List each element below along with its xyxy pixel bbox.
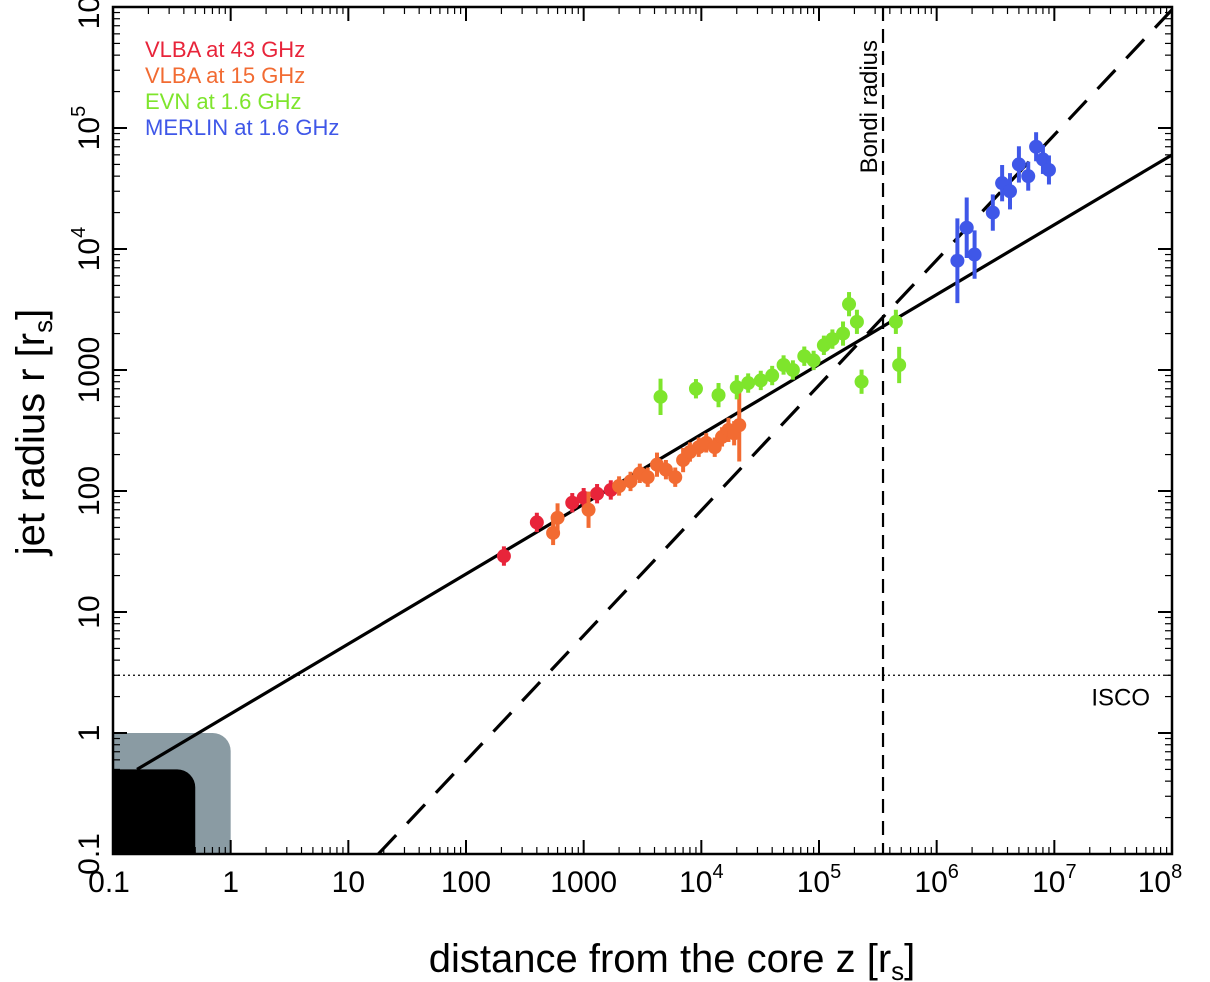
x-tick-label: 105 bbox=[797, 861, 842, 899]
x-tick-label: 108 bbox=[1138, 861, 1183, 899]
y-tick-label: 1 bbox=[73, 725, 106, 742]
x-tick-label: 1 bbox=[222, 866, 239, 899]
x-tick-label: 1000 bbox=[550, 866, 617, 899]
data-point bbox=[888, 314, 903, 329]
data-point bbox=[854, 374, 869, 389]
data-point bbox=[785, 363, 800, 377]
data-point bbox=[732, 418, 747, 433]
data-point bbox=[741, 376, 756, 391]
bondi-radius-label: Bondi radius bbox=[856, 40, 883, 173]
data-point bbox=[640, 470, 655, 485]
data-point bbox=[849, 314, 864, 329]
data-point bbox=[1021, 169, 1036, 184]
y-tick-label: 104 bbox=[68, 227, 106, 272]
data-point bbox=[658, 462, 673, 477]
y-axis-title: jet radius r [rs] bbox=[9, 309, 58, 556]
data-point bbox=[836, 326, 851, 341]
data-point bbox=[707, 440, 722, 455]
data-point bbox=[529, 515, 544, 530]
data-point bbox=[581, 502, 596, 517]
series-vlba-at-15-ghz bbox=[546, 388, 747, 546]
data-point bbox=[892, 357, 907, 372]
data-point bbox=[842, 297, 857, 312]
shaded-region-1 bbox=[113, 769, 196, 854]
y-tick-label: 1000 bbox=[73, 337, 106, 404]
data-point bbox=[729, 380, 744, 395]
x-axis-title: distance from the core z [rs] bbox=[429, 937, 916, 982]
data-point bbox=[711, 388, 726, 403]
legend-entry-vlba-at-15-ghz: VLBA at 15 GHz bbox=[145, 63, 305, 88]
series-evn-at-1-6-ghz bbox=[653, 292, 907, 415]
data-point bbox=[1035, 152, 1050, 167]
y-tick-label: 106 bbox=[68, 0, 106, 29]
data-point bbox=[806, 353, 821, 368]
plot-frame bbox=[111, 5, 1174, 856]
y-tick-label: 100 bbox=[73, 466, 106, 516]
x-tick-label: 10 bbox=[332, 866, 365, 899]
data-point bbox=[688, 381, 703, 396]
data-point bbox=[565, 495, 580, 510]
y-tick-label: 105 bbox=[68, 106, 106, 151]
x-tick-label: 106 bbox=[914, 861, 959, 899]
data-point bbox=[590, 486, 605, 501]
data-points bbox=[496, 132, 1056, 566]
data-point bbox=[753, 373, 768, 388]
data-point bbox=[1003, 184, 1018, 199]
y-tick-label: 0.1 bbox=[73, 833, 106, 875]
data-point bbox=[1029, 139, 1044, 154]
x-tick-label: 107 bbox=[1032, 861, 1077, 899]
fit-line-dashed bbox=[377, 8, 1172, 854]
data-point bbox=[1041, 162, 1056, 177]
data-point bbox=[967, 247, 982, 262]
x-tick-label: 104 bbox=[679, 861, 724, 899]
legend-entry-merlin-at-1-6-ghz: MERLIN at 1.6 GHz bbox=[145, 115, 339, 140]
data-point bbox=[653, 389, 668, 404]
data-point bbox=[959, 220, 974, 235]
data-point bbox=[985, 205, 1000, 220]
x-tick-label: 0.1 bbox=[88, 866, 130, 899]
x-tick-label: 100 bbox=[441, 866, 491, 899]
data-point bbox=[950, 253, 965, 268]
legend-entry-evn-at-1-6-ghz: EVN at 1.6 GHz bbox=[145, 89, 302, 114]
reference-lines: Bondi radius ISCO bbox=[113, 7, 1172, 854]
data-point bbox=[825, 332, 840, 347]
shaded-regions bbox=[113, 733, 231, 854]
series-merlin-at-1-6-ghz bbox=[950, 132, 1056, 304]
legend-entry-vlba-at-43-ghz: VLBA at 43 GHz bbox=[145, 37, 305, 62]
data-point bbox=[668, 470, 683, 485]
data-point bbox=[1011, 157, 1026, 172]
axis-ticks: 0.1 1 10 100 1000 104 105 106 107 108 0.1 1 10 100 100… bbox=[68, 0, 1182, 899]
isco-label: ISCO bbox=[1091, 684, 1150, 711]
data-point bbox=[550, 510, 565, 525]
data-point bbox=[612, 478, 627, 493]
data-point bbox=[496, 549, 511, 564]
data-point bbox=[765, 368, 780, 383]
data-point bbox=[623, 474, 638, 489]
y-tick-label: 10 bbox=[73, 595, 106, 628]
